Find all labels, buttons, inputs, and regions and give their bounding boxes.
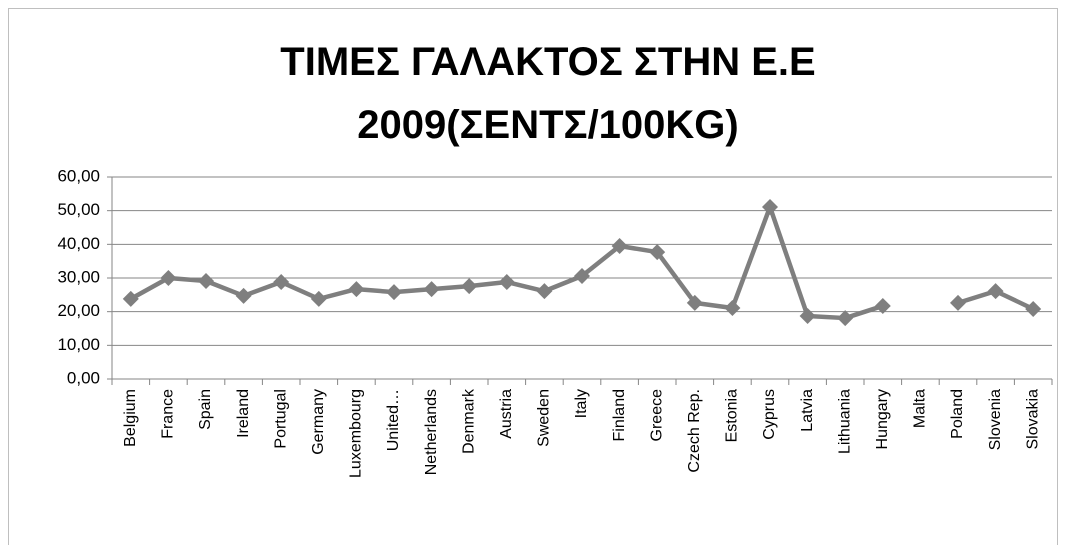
x-tick-label: Slovakia xyxy=(1024,389,1041,450)
x-tick-label: United… xyxy=(385,389,402,451)
data-marker xyxy=(310,290,327,307)
x-tick-label: Cyprus xyxy=(761,389,778,440)
data-marker xyxy=(498,274,515,291)
x-tick-label: Lithuania xyxy=(836,389,853,454)
data-marker xyxy=(686,294,703,311)
data-marker xyxy=(160,270,177,286)
x-tick-label: Estonia xyxy=(724,389,741,442)
x-tick-label: Luxembourg xyxy=(348,389,365,478)
data-marker xyxy=(536,283,553,300)
x-tick-label: Portugal xyxy=(272,389,289,449)
data-marker xyxy=(235,287,252,304)
data-marker xyxy=(1025,300,1042,317)
x-tick-label: Poland xyxy=(949,389,966,439)
data-marker xyxy=(649,244,666,261)
x-tick-label: Netherlands xyxy=(423,389,440,475)
x-tick-label: Ireland xyxy=(235,389,252,438)
x-tick-label: Malta xyxy=(912,389,929,428)
data-marker xyxy=(122,290,139,307)
data-marker xyxy=(574,267,590,284)
data-marker xyxy=(950,294,966,311)
x-tick-label: Austria xyxy=(498,389,515,439)
data-marker xyxy=(461,278,478,295)
data-marker xyxy=(799,308,816,325)
x-tick-label: France xyxy=(160,389,177,439)
x-tick-label: Greece xyxy=(648,389,665,442)
data-marker xyxy=(611,238,628,255)
x-tick-label: Finland xyxy=(611,389,628,441)
x-tick-label: Czech Rep. xyxy=(686,389,703,473)
x-tick-label: Spain xyxy=(197,389,214,430)
x-tick-label: Italy xyxy=(573,389,590,418)
data-marker xyxy=(198,273,214,290)
data-marker xyxy=(837,310,854,327)
x-tick-label: Denmark xyxy=(460,388,477,454)
x-tick-label: Germany xyxy=(310,389,327,455)
data-marker xyxy=(273,274,290,291)
data-marker xyxy=(987,283,1004,300)
y-tick-label: 0,00 xyxy=(67,368,100,387)
data-marker xyxy=(874,297,891,314)
y-tick-label: 40,00 xyxy=(57,234,100,253)
data-marker xyxy=(348,281,365,298)
data-marker xyxy=(423,281,440,298)
y-tick-label: 60,00 xyxy=(57,166,100,185)
x-tick-label: Belgium xyxy=(122,389,139,447)
x-tick-label: Sweden xyxy=(536,389,553,447)
chart-title-line: ΤΙΜΕΣ ΓΑΛΑΚΤΟΣ ΣΤΗΝ Ε.Ε xyxy=(280,40,815,84)
x-tick-label: Hungary xyxy=(874,389,891,449)
y-tick-label: 10,00 xyxy=(57,335,100,354)
x-tick-label: Slovenia xyxy=(987,389,1004,450)
y-tick-label: 50,00 xyxy=(57,200,100,219)
data-marker xyxy=(386,284,402,301)
y-tick-label: 30,00 xyxy=(57,267,100,286)
x-tick-label: Latvia xyxy=(799,389,816,432)
data-marker xyxy=(724,299,741,316)
y-tick-label: 20,00 xyxy=(57,301,100,320)
chart-title-line: 2009(ΣΕΝΤΣ/100KG) xyxy=(357,103,738,147)
data-marker xyxy=(762,198,778,215)
